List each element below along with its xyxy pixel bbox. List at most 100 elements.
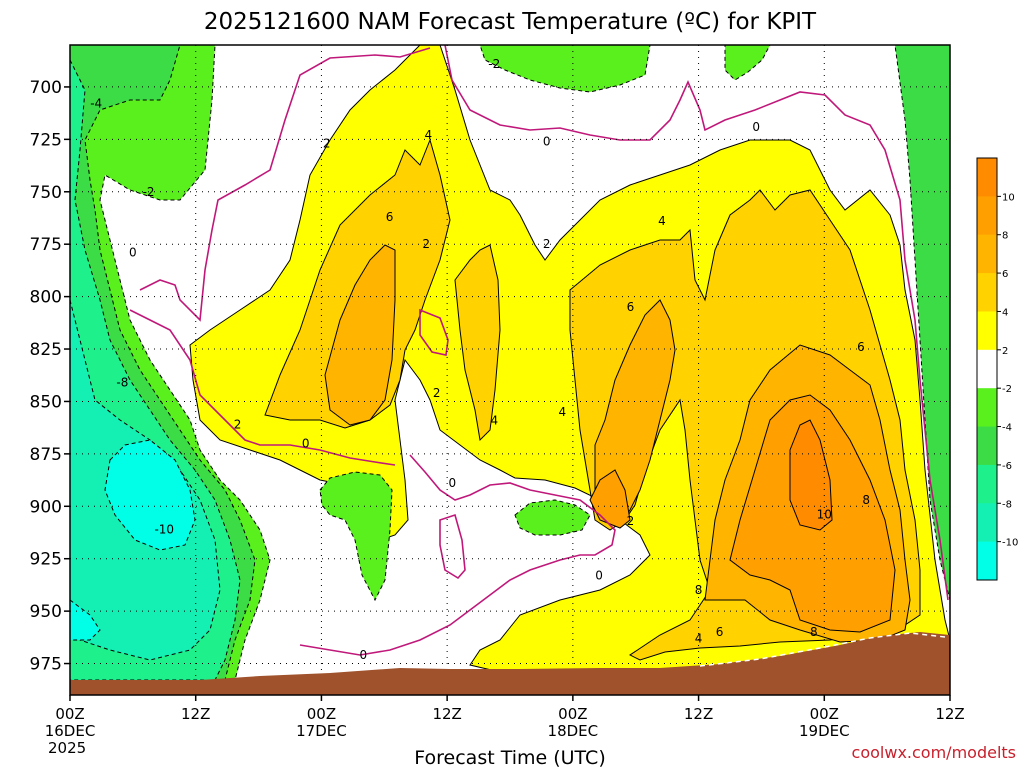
colorbar-segment <box>977 196 997 236</box>
colorbar-segment <box>977 158 997 197</box>
colorbar-segment <box>977 349 997 389</box>
contour-label: 2 <box>422 237 430 251</box>
x-tick-label: 18DEC <box>548 722 599 740</box>
colorbar-segment <box>977 464 997 504</box>
y-tick-label: 700 <box>30 78 62 98</box>
contour-label: 0 <box>360 648 368 662</box>
colorbar-segment <box>977 388 997 428</box>
fill-band-cold-mid-2 <box>514 499 591 536</box>
colorbar-label: -8 <box>1002 499 1012 510</box>
y-tick-label: 950 <box>30 602 62 622</box>
colorbar-label: 10 <box>1002 192 1015 203</box>
terrain <box>70 632 950 695</box>
contour-label: 2 <box>234 418 242 432</box>
contour-label: -2 <box>143 185 155 199</box>
x-tick-label: 2025 <box>48 739 86 757</box>
contour-label: 10 <box>817 508 832 522</box>
zero-contour-blob-2 <box>439 513 466 580</box>
x-tick-label: 00Z <box>558 705 587 723</box>
colorbar-segment <box>977 426 997 466</box>
x-tick-label: 00Z <box>307 705 336 723</box>
contour-label: 0 <box>543 134 551 148</box>
contour-label: 2 <box>543 237 551 251</box>
contour-label: 2 <box>323 137 331 151</box>
colorbar-segment <box>977 273 997 312</box>
temperature-fills <box>70 45 950 681</box>
colorbar-label: 8 <box>1002 231 1008 242</box>
colorbar-frame <box>976 157 998 581</box>
contour-label: -8 <box>116 376 128 390</box>
y-tick-label: 800 <box>30 288 62 308</box>
colorbar-label: 6 <box>1002 269 1008 280</box>
contour-label: 6 <box>386 210 394 224</box>
contour-label: 4 <box>424 128 432 142</box>
contour-label: 4 <box>695 631 703 645</box>
contour-label: 2 <box>433 386 441 400</box>
colorbar-label: 2 <box>1002 346 1008 357</box>
fill-band-cold-mid-1 <box>319 471 393 602</box>
y-tick-label: 925 <box>30 550 62 570</box>
contour-label: 0 <box>752 120 760 134</box>
contour-label: 0 <box>449 476 457 490</box>
colorbar-segment <box>977 311 997 351</box>
terrain-edge <box>699 632 946 667</box>
colorbar-label: -10 <box>1002 538 1018 549</box>
x-tick-label: 16DEC <box>45 722 96 740</box>
colorbar-label: -6 <box>1002 461 1012 472</box>
fill-band-cold-10-12 <box>70 439 196 641</box>
colorbar: 10 8 6 4 2 -2 -4 -6 -8 -10 <box>976 157 1018 581</box>
colorbar-segment <box>977 541 997 581</box>
fill-band-cold-top-1 <box>479 45 651 93</box>
y-tick-label: 750 <box>30 183 62 203</box>
zero-contour-main <box>139 45 949 601</box>
colorbar-label: 4 <box>1002 307 1008 318</box>
zero-contours <box>129 45 949 656</box>
grid-lines <box>70 45 950 695</box>
fill-band-10-12 <box>789 419 833 531</box>
zero-contour-blob-1 <box>419 308 449 356</box>
fill-band-cold-top-2 <box>724 45 771 81</box>
y-tick-label: 900 <box>30 497 62 517</box>
y-axis: 700 725 750 775 800 825 850 875 900 925 950 975 <box>30 78 70 675</box>
x-tick-label: 12Z <box>684 705 713 723</box>
contour-label: -2 <box>488 57 500 71</box>
contour-label: 4 <box>490 413 498 427</box>
colorbar-segment <box>977 234 997 274</box>
x-tick-label: 19DEC <box>799 722 850 740</box>
plot-frame <box>69 44 951 696</box>
y-tick-label: 825 <box>30 340 62 360</box>
x-axis-label: Forecast Time (UTC) <box>414 747 605 768</box>
contour-label: 6 <box>627 300 635 314</box>
x-tick-label: 00Z <box>55 705 84 723</box>
contour-label: -10 <box>154 522 174 536</box>
zero-contour-lower <box>129 309 616 656</box>
contour-label: 8 <box>810 625 818 639</box>
x-tick-label: 12Z <box>935 705 964 723</box>
colorbar-label: -4 <box>1002 423 1012 434</box>
x-tick-label: 00Z <box>810 705 839 723</box>
fill-band-cold-right <box>894 45 950 601</box>
contour-label: 0 <box>129 246 137 260</box>
contour-label: -4 <box>90 97 102 111</box>
contour-label: 8 <box>862 493 870 507</box>
colorbar-segment <box>977 503 997 543</box>
chart-title: 2025121600 NAM Forecast Temperature (ºC)… <box>204 9 817 35</box>
y-tick-label: 975 <box>30 655 62 675</box>
contour-label: 6 <box>857 340 865 354</box>
y-tick-label: 875 <box>30 445 62 465</box>
contour-label: 6 <box>716 625 724 639</box>
y-tick-label: 850 <box>30 392 62 412</box>
y-tick-label: 775 <box>30 235 62 255</box>
contour-label: 8 <box>695 583 703 597</box>
contour-label: 2 <box>627 514 635 528</box>
x-tick-label: 12Z <box>181 705 210 723</box>
credit-text: coolwx.com/modelts <box>852 743 1016 762</box>
x-tick-label: 17DEC <box>296 722 347 740</box>
plot-area <box>70 45 950 681</box>
contour-label: 4 <box>559 405 567 419</box>
y-tick-label: 725 <box>30 130 62 150</box>
contour-label: 0 <box>595 568 603 582</box>
